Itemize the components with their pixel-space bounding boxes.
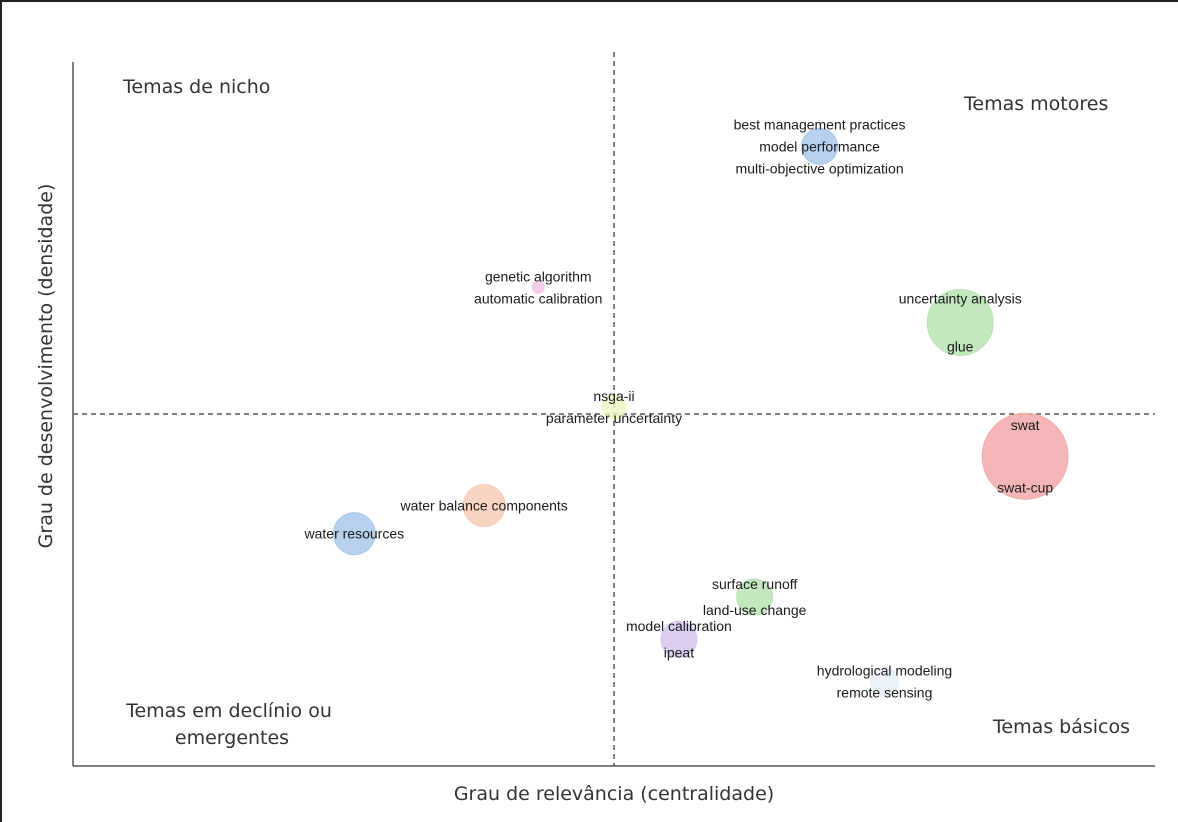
cluster-bubble-water-balance-components xyxy=(462,484,506,528)
cluster-bubble-nsga-ii xyxy=(601,394,627,420)
cluster-label: swat xyxy=(1011,417,1040,433)
cluster-label: uncertainty analysis xyxy=(899,291,1022,307)
cluster-bubble-model-calibration xyxy=(660,620,698,658)
cluster-label: ipeat xyxy=(664,644,694,660)
y-axis-label: Grau de desenvolvimento (densidade) xyxy=(35,184,57,549)
cluster-label: multi-objective optimization xyxy=(736,160,904,176)
cluster-bubble-genetic-algorithm xyxy=(531,280,545,294)
cluster-labels: best management practices model performan… xyxy=(304,116,1054,700)
cluster-label: automatic calibration xyxy=(474,290,602,306)
cluster-label: surface runoff xyxy=(712,576,797,592)
quadrant-label-declinio: Temas em declínio ou emergentes xyxy=(125,700,338,749)
cluster-label: hydrological modeling xyxy=(817,663,952,679)
cluster-label: swat-cup xyxy=(997,479,1053,495)
x-axis-label: Grau de relevância (centralidade) xyxy=(454,783,774,805)
cluster-bubble-water-resources xyxy=(332,512,376,556)
cluster-bubble-uncertainty-analysis xyxy=(926,288,994,356)
cluster-label: water resources xyxy=(304,526,405,542)
cluster-label: remote sensing xyxy=(837,685,933,701)
cluster-label: model performance xyxy=(759,138,880,154)
cluster-label: best management practices xyxy=(734,116,906,132)
cluster-bubble-hydrological-modeling xyxy=(870,667,899,697)
quadrant-label-nicho: Temas de nicho xyxy=(122,76,270,98)
cluster-label: model calibration xyxy=(626,618,732,634)
quadrant-label-motores: Temas motores xyxy=(963,93,1108,115)
quadrant-label-declinio-line1: Temas em declínio ou xyxy=(125,700,332,722)
cluster-label: land-use change xyxy=(703,602,807,618)
quadrant-label-basicos: Temas básicos xyxy=(992,716,1130,738)
cluster-label: genetic algorithm xyxy=(485,268,592,284)
cluster-bubble-swat xyxy=(981,412,1069,500)
cluster-label: glue xyxy=(947,338,974,354)
cluster-bubble-best-management-practices xyxy=(801,127,839,165)
quadrant-label-declinio-line2: emergentes xyxy=(175,727,289,749)
cluster-bubbles xyxy=(332,127,1069,697)
cluster-label: nsga-ii xyxy=(593,388,634,404)
cluster-label: water balance components xyxy=(399,498,567,514)
cluster-label: parameter uncertainty xyxy=(546,410,682,426)
cluster-bubble-surface-runoff xyxy=(736,578,774,616)
